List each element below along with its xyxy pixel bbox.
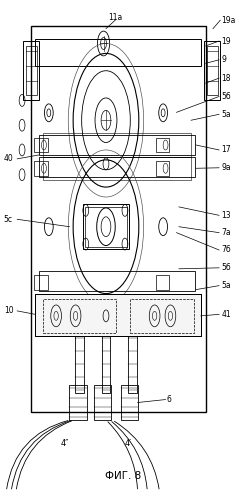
Text: 5с: 5с (4, 215, 13, 224)
Bar (34, 137, 48, 152)
Text: 19: 19 (221, 36, 231, 45)
Text: 10: 10 (4, 306, 14, 315)
Text: 4′: 4′ (124, 439, 131, 448)
Text: 18: 18 (221, 74, 231, 83)
Bar (130, 298, 194, 333)
Bar (35, 293, 201, 336)
Text: 9а: 9а (221, 163, 231, 172)
Bar (43, 132, 191, 157)
Bar (34, 161, 48, 176)
Text: ФИГ. 8: ФИГ. 8 (105, 471, 141, 481)
Bar (75, 336, 84, 392)
Text: 9: 9 (221, 55, 226, 64)
Bar (43, 157, 191, 180)
Bar (43, 298, 116, 333)
Text: 5б: 5б (221, 263, 231, 272)
Bar (204, 41, 220, 101)
Text: 17: 17 (221, 145, 231, 154)
Bar (156, 161, 169, 176)
Bar (207, 46, 218, 96)
Text: 6: 6 (167, 395, 172, 404)
Bar (94, 385, 111, 420)
Bar (128, 336, 137, 392)
Bar (35, 293, 201, 336)
Bar (83, 205, 129, 249)
Bar (156, 137, 169, 152)
Bar (121, 385, 138, 420)
Bar (34, 275, 48, 290)
Bar (156, 275, 169, 290)
Text: 13: 13 (221, 211, 231, 220)
Bar (31, 26, 206, 412)
Text: 5а: 5а (221, 281, 231, 290)
Text: 40: 40 (4, 154, 14, 163)
Text: 11a: 11a (108, 13, 123, 22)
Bar (39, 157, 195, 177)
Text: 41: 41 (221, 310, 231, 319)
Bar (26, 46, 37, 96)
Text: 7а: 7а (221, 228, 231, 237)
Bar (102, 336, 110, 392)
Text: 5а: 5а (221, 110, 231, 119)
Bar (23, 41, 39, 101)
Text: 7б: 7б (221, 246, 231, 254)
Text: 19a: 19a (221, 16, 236, 25)
Bar (85, 207, 127, 247)
Text: 4″: 4″ (61, 439, 69, 448)
Bar (69, 385, 87, 420)
Bar (39, 271, 195, 291)
Bar (39, 135, 195, 155)
Bar (35, 38, 201, 66)
Text: 5б: 5б (221, 92, 231, 101)
